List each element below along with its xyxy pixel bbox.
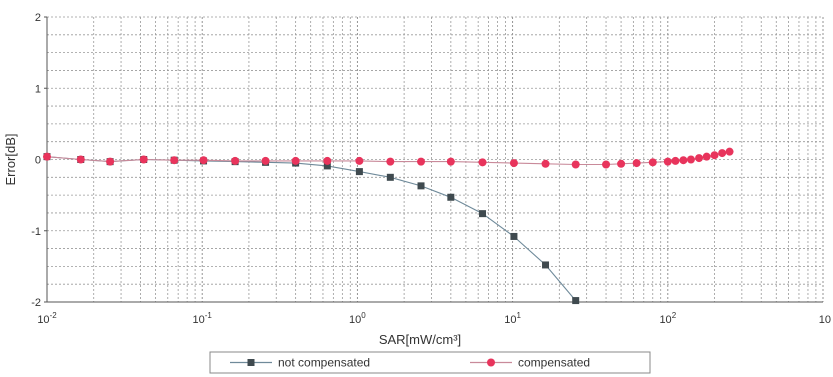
data-point-compensated	[648, 158, 657, 167]
data-point-compensated	[478, 158, 487, 167]
data-point-compensated	[106, 157, 115, 166]
data-point-compensated	[43, 152, 51, 161]
data-point-compensated	[323, 156, 332, 165]
data-point-compensated	[718, 149, 727, 158]
data-point-not-compensated	[510, 232, 518, 240]
data-point-not-compensated	[386, 173, 394, 181]
data-point-not-compensated	[417, 182, 425, 190]
y-tick-label: -2	[31, 297, 41, 309]
legend-box	[209, 351, 651, 374]
y-tick-labels: 2 1 0 -1 -2	[31, 12, 47, 309]
data-point-not-compensated	[542, 261, 550, 269]
y-axis-title: Error[dB]	[3, 133, 18, 185]
data-point-compensated	[541, 159, 550, 168]
data-point-compensated	[663, 157, 672, 166]
data-point-compensated	[686, 155, 695, 164]
legend: not compensated compensated	[209, 351, 651, 374]
data-point-compensated	[386, 157, 395, 166]
data-point-not-compensated	[323, 162, 331, 170]
data-point-not-compensated	[447, 193, 455, 201]
data-point-compensated	[695, 154, 704, 163]
data-point-compensated	[702, 152, 711, 161]
data-point-compensated	[509, 159, 518, 168]
x-tick-label: 100	[349, 311, 366, 326]
x-tick-label: 10-2	[37, 311, 57, 326]
data-point-compensated	[355, 156, 364, 165]
data-point-compensated	[725, 147, 734, 156]
data-point-compensated	[170, 156, 179, 165]
legend-marker-square	[247, 359, 255, 366]
data-point-compensated	[679, 156, 688, 165]
legend-label: compensated	[518, 356, 590, 370]
x-tick-label: 102	[659, 311, 676, 326]
data-point-compensated	[446, 157, 455, 166]
data-point-not-compensated	[479, 210, 487, 218]
y-tick-label: 2	[35, 12, 41, 24]
data-point-compensated	[602, 160, 611, 169]
x-tick-label: 10-1	[193, 311, 213, 326]
legend-label: not compensated	[278, 356, 370, 370]
data-point-compensated	[291, 156, 300, 165]
data-point-compensated	[199, 156, 208, 165]
y-tick-label: 0	[35, 155, 41, 167]
data-point-not-compensated	[355, 168, 363, 176]
legend-marker-circle	[487, 358, 495, 367]
data-point-compensated	[632, 159, 641, 168]
x-tick-label: 10	[819, 314, 831, 326]
data-point-compensated	[76, 155, 85, 164]
x-tick-labels: 10-2 10-1 100 101 102 10	[37, 311, 831, 326]
series-line	[46, 156, 577, 301]
data-point-compensated	[139, 155, 148, 164]
series-markers	[43, 147, 734, 305]
data-point-not-compensated	[572, 297, 580, 305]
y-tick-label: 1	[35, 83, 41, 95]
data-point-compensated	[261, 156, 270, 165]
data-point-compensated	[671, 156, 680, 165]
x-axis-title: SAR[mW/cm³]	[379, 332, 461, 347]
data-point-compensated	[617, 159, 626, 168]
data-point-compensated	[710, 151, 719, 160]
data-point-compensated	[417, 157, 426, 166]
data-point-compensated	[231, 156, 240, 165]
data-point-compensated	[571, 160, 580, 169]
x-tick-label: 101	[504, 311, 521, 326]
y-tick-label: -1	[31, 226, 41, 238]
